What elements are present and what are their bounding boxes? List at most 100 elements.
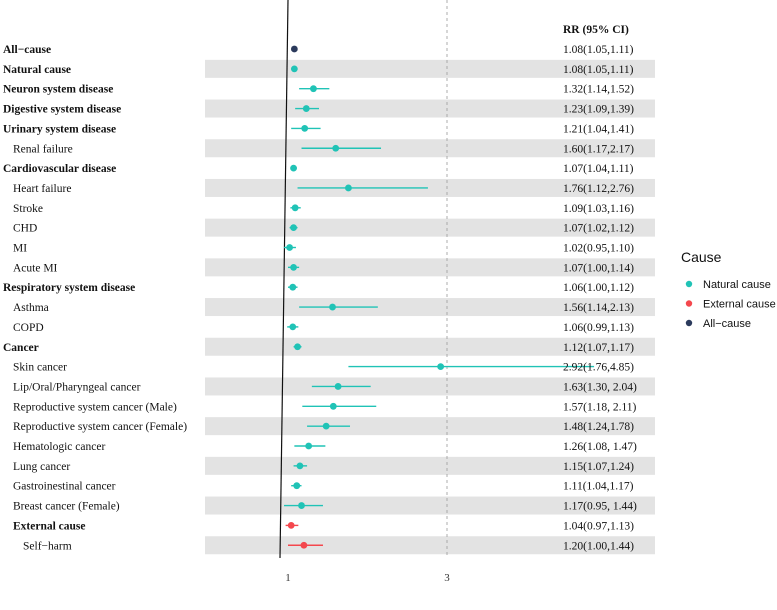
row-label: Neuron system disease: [3, 84, 113, 96]
rr-point: [300, 541, 308, 549]
row-label: Lip/Oral/Pharyngeal cancer: [13, 381, 141, 393]
rr-ci-value: 1.56(1.14,2.13): [563, 302, 634, 314]
row-label: Heart failure: [13, 183, 71, 195]
row-label: Cardiovascular disease: [3, 163, 116, 175]
row-band: [205, 298, 655, 317]
rr-ci-header: RR (95% CI): [563, 24, 629, 36]
rr-point: [437, 363, 445, 370]
row-label: Renal failure: [13, 143, 73, 155]
rr-ci-value: 1.32(1.14,1.52): [563, 84, 634, 96]
forest-rows: All−cause 1.08(1.05,1.11) Natural cause 1.0…: [3, 44, 637, 552]
forest-row: External cause 1.04(0.97,1.13): [13, 520, 634, 532]
forest-row: Lip/Oral/Pharyngeal cancer 1.63(1.30, 2.0…: [13, 381, 637, 393]
forest-row: Skin cancer 2.92(1.76,4.85): [13, 362, 634, 374]
forest-row: Stroke 1.09(1.03,1.16): [13, 203, 634, 215]
legend-key: [685, 319, 693, 327]
row-label: Reproductive system cancer (Female): [13, 421, 187, 433]
row-label: Skin cancer: [13, 362, 67, 374]
rr-ci-value: 1.57(1.18, 2.11): [563, 401, 637, 413]
row-band: [205, 536, 655, 555]
forest-row: Acute MI 1.07(1.00,1.14): [13, 262, 634, 274]
row-label: COPD: [13, 322, 44, 334]
rr-point: [291, 204, 299, 212]
rr-ci-value: 1.12(1.07,1.17): [563, 342, 634, 354]
legend-label: Natural cause: [703, 279, 771, 291]
x-tick-label: 3: [444, 572, 450, 584]
rr-ci-value: 1.09(1.03,1.16): [563, 203, 634, 215]
rr-ci-value: 1.15(1.07,1.24): [563, 461, 634, 473]
rr-point: [305, 442, 313, 450]
forest-row: COPD 1.06(0.99,1.13): [13, 322, 634, 334]
row-label: CHD: [13, 223, 37, 235]
row-label: MI: [13, 243, 27, 255]
rr-point: [310, 85, 317, 93]
row-label: Gastroinestinal cancer: [13, 481, 116, 493]
forest-row: Cardiovascular disease 1.07(1.04,1.11): [3, 163, 634, 175]
rr-ci-value: 1.63(1.30, 2.04): [563, 381, 637, 393]
rr-ci-value: 1.08(1.05,1.11): [563, 64, 634, 76]
forest-row: CHD 1.07(1.02,1.12): [13, 223, 634, 235]
legend-label: External cause: [703, 299, 776, 311]
rr-point: [289, 323, 297, 331]
rr-point: [345, 184, 352, 192]
rr-ci-value: 1.06(1.00,1.12): [563, 282, 634, 294]
rr-ci-value: 1.07(1.04,1.11): [563, 163, 634, 175]
forest-row: Gastroinestinal cancer 1.11(1.04,1.17): [13, 481, 634, 493]
rr-point: [322, 422, 330, 430]
forest-row: Heart failure 1.76(1.12,2.76): [13, 183, 634, 195]
legend-title: Cause: [681, 249, 722, 265]
forest-row: Self−harm 1.20(1.00,1.44): [23, 540, 634, 552]
forest-row: MI 1.02(0.95,1.10): [13, 243, 634, 255]
rr-ci-value: 1.20(1.00,1.44): [563, 540, 634, 552]
rr-point: [286, 244, 293, 251]
row-band: [205, 178, 655, 197]
row-label: Hematologic cancer: [13, 441, 105, 453]
row-label: External cause: [13, 520, 86, 532]
rr-point: [294, 343, 301, 351]
rr-point: [334, 383, 342, 390]
rr-point: [329, 303, 336, 311]
rr-ci-value: 1.02(0.95,1.10): [563, 243, 634, 255]
rr-point: [290, 45, 298, 53]
forest-row: Urinary system disease 1.21(1.04,1.41): [3, 123, 634, 135]
row-label: Breast cancer (Female): [13, 501, 120, 513]
forest-row: Breast cancer (Female) 1.17(0.95, 1.44): [13, 501, 637, 513]
x-tick-label: 1: [285, 572, 291, 584]
rr-point: [290, 164, 297, 172]
rr-point: [298, 502, 305, 509]
legend: Cause Natural cause External cause All−cau…: [681, 249, 776, 330]
row-label: Urinary system disease: [3, 123, 116, 135]
rr-point: [290, 224, 297, 232]
forest-row: Lung cancer 1.15(1.07,1.24): [13, 461, 634, 473]
rr-ci-value: 1.17(0.95, 1.44): [563, 501, 637, 513]
row-label: Self−harm: [23, 540, 72, 552]
row-band: [205, 377, 655, 396]
legend-label: All−cause: [703, 318, 751, 330]
rr-point: [293, 482, 301, 490]
row-band: [205, 139, 655, 158]
rr-ci-value: 1.23(1.09,1.39): [563, 104, 634, 116]
reference-line-1: [279, 0, 289, 559]
row-label: Cancer: [3, 342, 39, 354]
rr-ci-value: 1.08(1.05,1.11): [563, 44, 634, 56]
rr-ci-value: 1.60(1.17,2.17): [563, 143, 634, 155]
rr-ci-value: 1.04(0.97,1.13): [563, 520, 634, 532]
row-band: [205, 496, 655, 515]
forest-row: Digestive system disease 1.23(1.09,1.39): [3, 104, 634, 116]
row-band: [205, 218, 655, 237]
rr-ci-value: 1.76(1.12,2.76): [563, 183, 634, 195]
rr-point: [301, 124, 309, 132]
rr-ci-value: 1.11(1.04,1.17): [563, 481, 634, 493]
rr-ci-value: 1.26(1.08, 1.47): [563, 441, 637, 453]
rr-point: [332, 144, 340, 152]
row-band: [205, 456, 655, 475]
rr-ci-value: 1.07(1.02,1.12): [563, 223, 634, 235]
rr-ci-value: 1.07(1.00,1.14): [563, 262, 634, 274]
row-label: Reproductive system cancer (Male): [13, 401, 177, 413]
forest-row: Neuron system disease 1.32(1.14,1.52): [3, 84, 634, 96]
forest-row: All−cause 1.08(1.05,1.11): [3, 44, 634, 56]
row-bands: [205, 59, 655, 555]
row-label: Stroke: [13, 203, 43, 215]
